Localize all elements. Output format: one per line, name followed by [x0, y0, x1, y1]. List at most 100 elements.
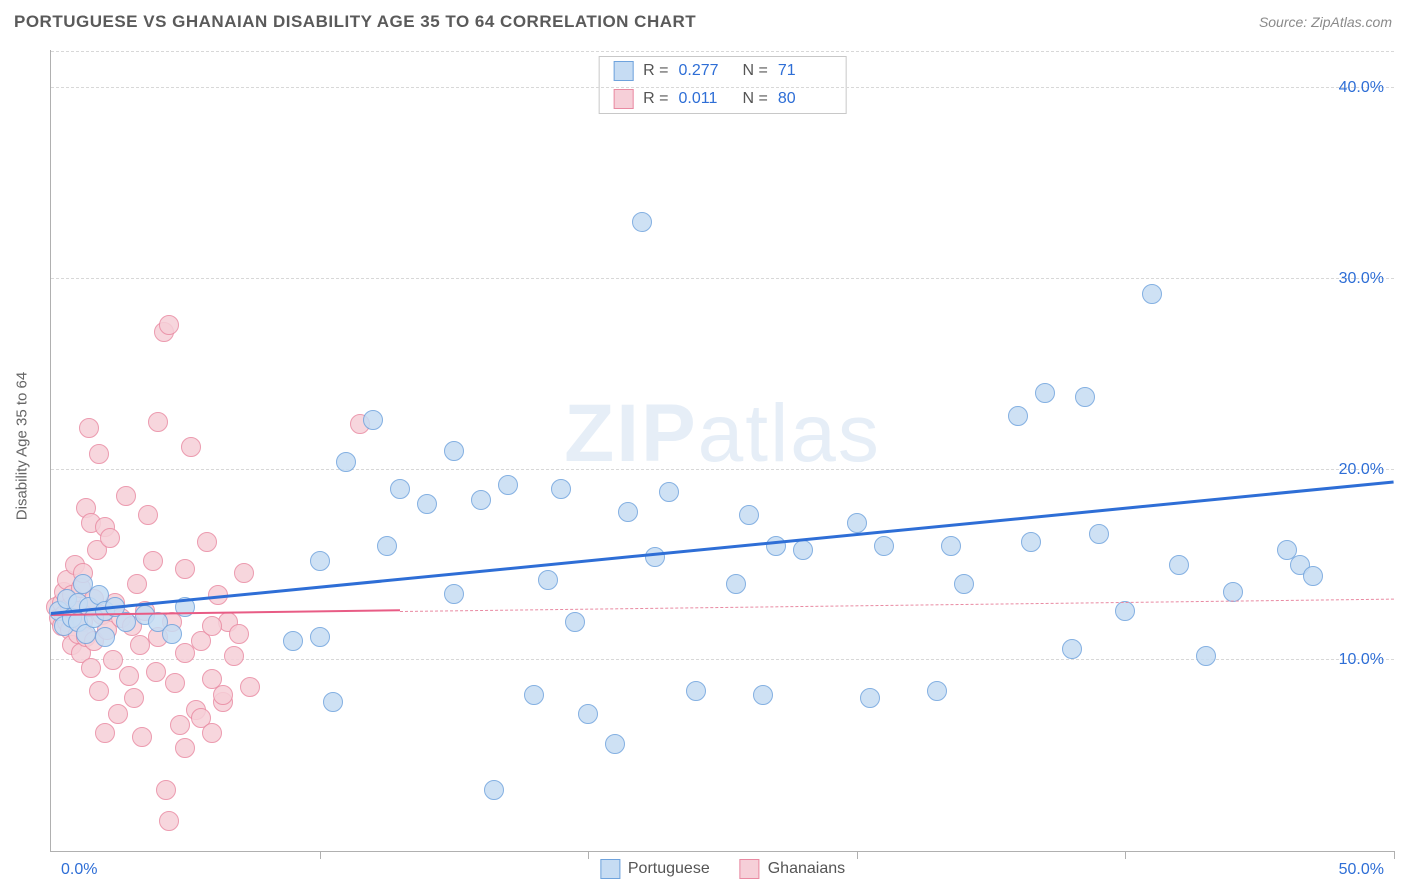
data-point	[108, 704, 128, 724]
x-tick	[320, 851, 321, 859]
data-point	[323, 692, 343, 712]
data-point	[632, 212, 652, 232]
y-tick-label: 40.0%	[1339, 79, 1384, 97]
correlation-legend: R = 0.277 N = 71 R = 0.011 N = 80	[598, 56, 847, 114]
data-point	[162, 624, 182, 644]
legend-row-portuguese: R = 0.277 N = 71	[599, 57, 846, 85]
data-point	[95, 627, 115, 647]
data-point	[645, 547, 665, 567]
data-point	[753, 685, 773, 705]
data-point	[1303, 566, 1323, 586]
data-point	[524, 685, 544, 705]
y-tick-label: 20.0%	[1339, 461, 1384, 479]
data-point	[202, 616, 222, 636]
y-tick-label: 30.0%	[1339, 270, 1384, 288]
data-point	[551, 479, 571, 499]
x-axis-min-label: 0.0%	[61, 861, 97, 879]
data-point	[310, 551, 330, 571]
data-point	[79, 418, 99, 438]
data-point	[119, 666, 139, 686]
data-point	[229, 624, 249, 644]
source-attribution: Source: ZipAtlas.com	[1259, 14, 1392, 30]
data-point	[565, 612, 585, 632]
data-point	[148, 412, 168, 432]
data-point	[1089, 524, 1109, 544]
data-point	[484, 780, 504, 800]
data-point	[618, 502, 638, 522]
data-point	[159, 811, 179, 831]
data-point	[1008, 406, 1028, 426]
data-point	[498, 475, 518, 495]
data-point	[181, 437, 201, 457]
data-point	[213, 685, 233, 705]
data-point	[390, 479, 410, 499]
y-tick-label: 10.0%	[1339, 651, 1384, 669]
data-point	[170, 715, 190, 735]
swatch-icon	[613, 89, 633, 109]
data-point	[100, 528, 120, 548]
data-point	[156, 780, 176, 800]
gridline	[51, 87, 1394, 88]
data-point	[89, 444, 109, 464]
x-tick	[588, 851, 589, 859]
x-tick	[1394, 851, 1395, 859]
x-tick	[1125, 851, 1126, 859]
data-point	[130, 635, 150, 655]
data-point	[1115, 601, 1135, 621]
scatter-chart: ZIPatlas R = 0.277 N = 71 R = 0.011 N = …	[50, 50, 1394, 852]
data-point	[605, 734, 625, 754]
data-point	[927, 681, 947, 701]
data-point	[234, 563, 254, 583]
data-point	[175, 559, 195, 579]
trend-line	[400, 598, 1394, 611]
data-point	[444, 441, 464, 461]
data-point	[224, 646, 244, 666]
data-point	[739, 505, 759, 525]
data-point	[336, 452, 356, 472]
gridline	[51, 469, 1394, 470]
data-point	[578, 704, 598, 724]
data-point	[197, 532, 217, 552]
y-axis-label: Disability Age 35 to 64	[14, 372, 31, 520]
chart-title: PORTUGUESE VS GHANAIAN DISABILITY AGE 35…	[14, 12, 696, 32]
data-point	[89, 681, 109, 701]
data-point	[363, 410, 383, 430]
data-point	[103, 650, 123, 670]
data-point	[240, 677, 260, 697]
data-point	[377, 536, 397, 556]
data-point	[538, 570, 558, 590]
x-axis-max-label: 50.0%	[1339, 861, 1384, 879]
data-point	[766, 536, 786, 556]
data-point	[1021, 532, 1041, 552]
data-point	[132, 727, 152, 747]
data-point	[143, 551, 163, 571]
data-point	[954, 574, 974, 594]
data-point	[116, 612, 136, 632]
data-point	[146, 662, 166, 682]
data-point	[471, 490, 491, 510]
swatch-icon	[613, 61, 633, 81]
x-tick	[857, 851, 858, 859]
data-point	[860, 688, 880, 708]
gridline	[51, 278, 1394, 279]
data-point	[1223, 582, 1243, 602]
data-point	[124, 688, 144, 708]
data-point	[283, 631, 303, 651]
data-point	[1075, 387, 1095, 407]
data-point	[138, 505, 158, 525]
data-point	[116, 486, 136, 506]
data-point	[874, 536, 894, 556]
data-point	[793, 540, 813, 560]
data-point	[165, 673, 185, 693]
data-point	[1169, 555, 1189, 575]
trend-line	[51, 480, 1394, 615]
series-legend: Portuguese Ghanaians	[600, 859, 845, 879]
data-point	[175, 738, 195, 758]
legend-item-portuguese: Portuguese	[600, 859, 710, 879]
data-point	[127, 574, 147, 594]
data-point	[941, 536, 961, 556]
data-point	[81, 658, 101, 678]
legend-item-ghanaians: Ghanaians	[740, 859, 845, 879]
data-point	[726, 574, 746, 594]
gridline	[51, 659, 1394, 660]
